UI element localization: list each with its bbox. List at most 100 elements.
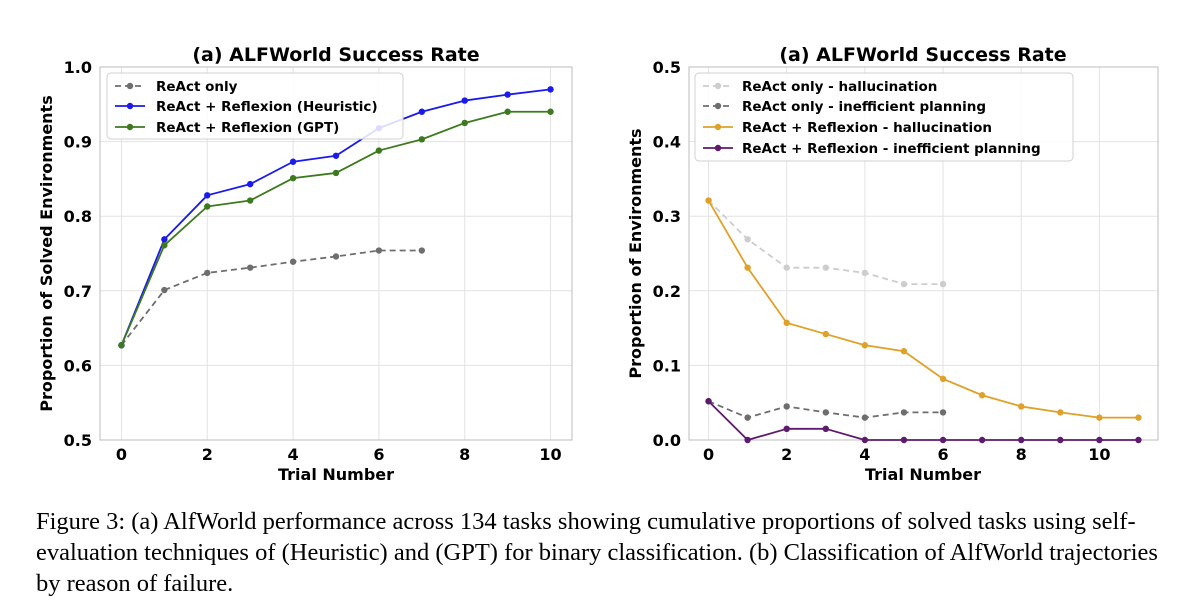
y-tick-label: 0.0 <box>653 431 681 450</box>
data-point <box>547 86 554 93</box>
series-1 <box>705 398 947 421</box>
legend-marker <box>714 82 722 90</box>
data-point <box>822 425 829 433</box>
legend-marker <box>126 102 134 110</box>
figure-canvas: (a) ALFWorld Success Rate 0.50.60.70.80.… <box>37 44 1159 484</box>
data-point <box>289 174 297 182</box>
y-axis-label-b: Proportion of Environments <box>626 128 645 378</box>
x-tick-label: 6 <box>937 445 948 464</box>
data-point <box>744 236 751 243</box>
x-tick-label: 8 <box>1016 445 1027 464</box>
data-point <box>161 236 168 243</box>
legend-label: ReAct only <box>156 79 238 95</box>
data-point <box>705 398 712 405</box>
data-point <box>900 409 908 416</box>
x-tick-label: 8 <box>459 445 470 464</box>
data-point <box>783 403 790 410</box>
data-point <box>861 269 869 277</box>
data-point <box>375 247 383 254</box>
data-point <box>204 192 211 199</box>
legend-a: ReAct only ReAct + Reflexion (Heuristic)… <box>106 72 404 140</box>
data-point <box>861 436 869 444</box>
data-point <box>744 414 751 421</box>
y-tick-label: 0.4 <box>653 133 681 152</box>
x-tick-label: 6 <box>373 445 384 464</box>
legend-marker <box>714 144 722 152</box>
series-0 <box>705 197 947 288</box>
x-tick-label: 10 <box>539 445 561 464</box>
y-tick-label: 0.6 <box>64 356 92 375</box>
data-point <box>504 108 511 115</box>
data-point <box>783 264 790 271</box>
data-point <box>461 119 468 127</box>
series-group-b <box>705 197 1142 444</box>
y-tick-label: 0.2 <box>653 282 681 301</box>
chart-title-a: (a) ALFWorld Success Rate <box>192 44 479 66</box>
legend-marker <box>714 123 722 131</box>
data-point <box>822 264 829 271</box>
data-point <box>375 147 383 154</box>
data-point <box>939 436 947 444</box>
series-3 <box>705 398 1142 444</box>
data-point <box>1135 414 1142 421</box>
y-tick-label: 0.3 <box>653 207 681 226</box>
x-ticks-a: 0 2 4 6 8 10 <box>116 445 562 464</box>
plot-frame-a <box>99 66 573 441</box>
data-point <box>939 280 947 288</box>
data-point <box>246 197 254 204</box>
figure-caption: Figure 3: (a) AlfWorld performance acros… <box>36 508 1158 597</box>
data-point <box>1018 403 1025 410</box>
data-point <box>1096 414 1103 421</box>
chart-panel-a: (a) ALFWorld Success Rate 0.50.60.70.80.… <box>37 44 573 484</box>
data-point <box>246 264 254 271</box>
data-point <box>1057 409 1064 416</box>
x-tick-label: 4 <box>288 445 299 464</box>
data-point <box>204 269 211 277</box>
series-line <box>120 249 422 346</box>
x-tick-label: 0 <box>116 445 127 464</box>
data-point <box>418 136 426 143</box>
data-point <box>504 91 511 98</box>
data-point <box>822 409 829 416</box>
data-point <box>939 375 947 383</box>
x-tick-label: 2 <box>781 445 792 464</box>
data-point <box>289 258 297 265</box>
data-point <box>332 152 340 159</box>
series-line <box>707 199 944 285</box>
series-2 <box>705 197 1142 421</box>
legend-box-b <box>694 72 1074 162</box>
legend-label: ReAct + Reflexion (GPT) <box>156 120 339 136</box>
x-tick-label: 2 <box>202 445 213 464</box>
data-point <box>822 330 829 338</box>
legend-entry-b-2: ReAct + Reflexion - hallucination <box>703 120 992 136</box>
data-point <box>744 436 751 444</box>
data-point <box>418 247 426 254</box>
data-point <box>939 409 947 416</box>
data-point <box>332 169 340 177</box>
series-line <box>707 400 1139 441</box>
legend-marker <box>126 82 134 90</box>
legend-label: ReAct + Reflexion (Heuristic) <box>156 99 378 115</box>
data-point <box>1096 436 1103 444</box>
data-point <box>1135 436 1142 444</box>
data-point <box>900 436 908 444</box>
data-point <box>1057 436 1064 444</box>
legend-marker <box>714 102 722 110</box>
data-point <box>861 414 869 421</box>
data-point <box>246 180 254 188</box>
data-point <box>289 158 297 165</box>
y-tick-label: 0.5 <box>653 58 681 77</box>
data-point <box>118 342 125 349</box>
series-line <box>707 200 1139 419</box>
data-point <box>332 253 340 260</box>
series-0 <box>118 247 426 349</box>
series-2 <box>118 108 554 349</box>
data-point <box>744 264 751 271</box>
data-point <box>547 108 554 115</box>
legend-entry-b-3: ReAct + Reflexion - inefficient planning <box>703 141 1041 157</box>
data-point <box>461 97 468 104</box>
x-ticks-b: 0 2 4 6 8 10 <box>703 445 1111 464</box>
data-point <box>705 197 712 204</box>
legend-box-a <box>106 72 404 140</box>
chart-title-b: (a) ALFWorld Success Rate <box>779 44 1066 66</box>
